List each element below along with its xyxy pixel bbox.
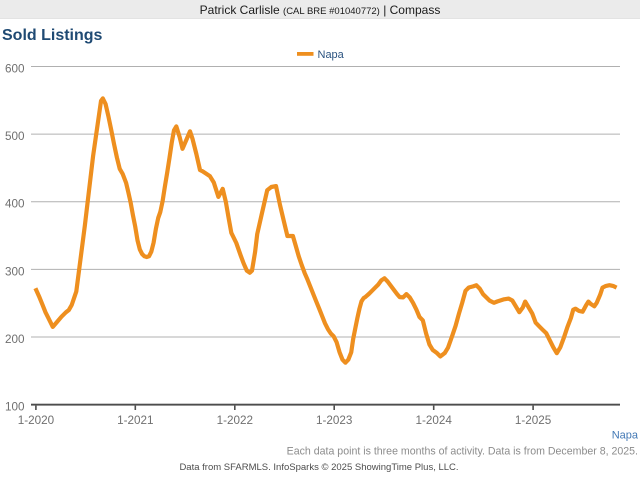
svg-text:1-2023: 1-2023 [316,414,352,427]
svg-text:500: 500 [5,130,25,143]
svg-text:Data from SFARMLS. InfoSparks: Data from SFARMLS. InfoSparks © 2025 Sho… [179,462,458,473]
svg-text:Napa: Napa [318,49,345,61]
svg-text:300: 300 [5,265,25,278]
svg-text:Napa: Napa [612,430,639,442]
svg-text:600: 600 [5,63,25,76]
svg-text:400: 400 [5,198,25,211]
svg-text:Each data point is three month: Each data point is three months of activ… [287,445,638,457]
svg-text:1-2024: 1-2024 [415,414,452,427]
svg-text:1-2025: 1-2025 [515,414,552,427]
svg-text:1-2021: 1-2021 [117,414,153,427]
svg-text:200: 200 [5,333,25,346]
svg-text:1-2022: 1-2022 [217,414,253,427]
svg-text:1-2020: 1-2020 [18,414,55,427]
svg-text:100: 100 [5,401,25,414]
